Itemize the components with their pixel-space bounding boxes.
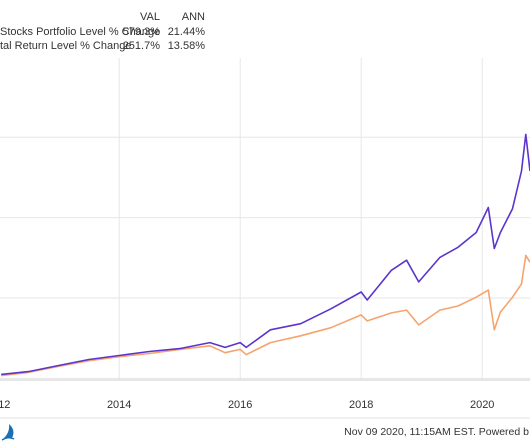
legend-value: 579.3% xyxy=(123,26,161,38)
legend-header: VAL xyxy=(140,11,160,23)
legend-value: 251.7% xyxy=(123,40,161,52)
legend-annualized: 21.44% xyxy=(168,26,206,38)
legend-background xyxy=(0,0,530,56)
series-line xyxy=(1,254,530,377)
x-tick-label: 2020 xyxy=(470,399,494,411)
footer: Nov 09 2020, 11:15AM EST. Powered b xyxy=(344,426,529,438)
legend-annualized: 13.58% xyxy=(168,40,206,52)
x-tick-label: 2012 xyxy=(0,399,10,411)
logo xyxy=(4,424,14,438)
x-tick-label: 2014 xyxy=(107,399,131,411)
legend-entry: tal Return Level % Change xyxy=(0,40,131,52)
legend-entry: Stocks Portfolio Level % Change xyxy=(0,26,160,38)
x-tick-label: 2016 xyxy=(228,399,252,411)
legend-header: ANN xyxy=(182,11,205,23)
series-line xyxy=(1,133,530,376)
logo-swoosh xyxy=(1,436,15,441)
x-tick-label: 2018 xyxy=(349,399,373,411)
